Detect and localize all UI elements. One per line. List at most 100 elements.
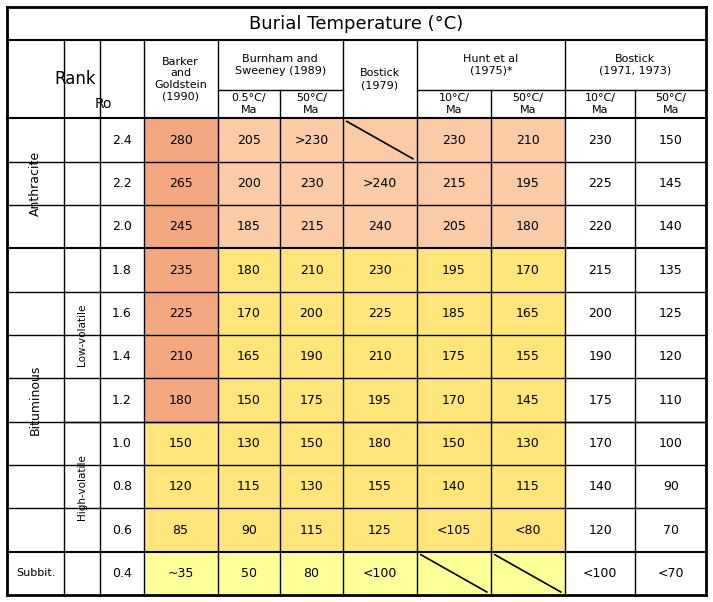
Bar: [343, 119, 417, 162]
Text: 0.8: 0.8: [112, 480, 132, 493]
Bar: [417, 421, 491, 465]
Bar: [417, 465, 491, 508]
Text: 235: 235: [169, 264, 193, 276]
Text: <70: <70: [657, 567, 684, 580]
Bar: [635, 292, 706, 335]
Text: Ro: Ro: [95, 97, 113, 111]
Text: 230: 230: [368, 264, 391, 276]
Text: 85: 85: [173, 524, 189, 536]
Bar: [417, 508, 491, 551]
Text: 180: 180: [237, 264, 261, 276]
Text: 2.4: 2.4: [112, 134, 132, 146]
Text: <100: <100: [363, 567, 397, 580]
Text: 200: 200: [588, 307, 612, 320]
Bar: [343, 379, 417, 421]
Text: 2.0: 2.0: [112, 220, 132, 233]
Bar: [143, 205, 217, 249]
Text: Bostick
(1979): Bostick (1979): [360, 69, 400, 90]
Text: 115: 115: [237, 480, 261, 493]
Text: 210: 210: [516, 134, 540, 146]
Bar: [417, 335, 491, 379]
Text: <105: <105: [436, 524, 471, 536]
Bar: [101, 335, 143, 379]
Bar: [143, 379, 217, 421]
Text: 120: 120: [659, 350, 682, 363]
Bar: [417, 162, 491, 205]
Text: High-volatile: High-volatile: [77, 454, 87, 520]
Text: 225: 225: [368, 307, 391, 320]
Text: <100: <100: [583, 567, 617, 580]
Bar: [635, 119, 706, 162]
Text: 1.8: 1.8: [112, 264, 132, 276]
Text: 150: 150: [659, 134, 682, 146]
Bar: [143, 508, 217, 551]
Bar: [565, 508, 635, 551]
Bar: [7, 40, 143, 119]
Bar: [280, 292, 343, 335]
Bar: [491, 421, 565, 465]
Text: 145: 145: [516, 394, 540, 406]
Text: Burial Temperature (°C): Burial Temperature (°C): [250, 14, 463, 33]
Bar: [217, 205, 280, 249]
Text: 90: 90: [663, 480, 679, 493]
Bar: [101, 249, 143, 292]
Bar: [280, 205, 343, 249]
Bar: [343, 249, 417, 292]
Bar: [280, 249, 343, 292]
Text: 170: 170: [442, 394, 466, 406]
Text: 120: 120: [169, 480, 193, 493]
Text: 150: 150: [169, 437, 193, 450]
Text: 130: 130: [237, 437, 261, 450]
Text: 175: 175: [299, 394, 324, 406]
Text: >230: >230: [294, 134, 329, 146]
Text: 120: 120: [588, 524, 612, 536]
Bar: [101, 119, 143, 162]
Bar: [143, 551, 217, 595]
Bar: [565, 249, 635, 292]
Text: 50°C/
Ma: 50°C/ Ma: [513, 93, 543, 115]
Bar: [217, 508, 280, 551]
Bar: [101, 508, 143, 551]
Bar: [280, 551, 343, 595]
Bar: [417, 292, 491, 335]
Bar: [143, 119, 217, 162]
Text: 150: 150: [442, 437, 466, 450]
Text: Subbit.: Subbit.: [16, 568, 55, 579]
Bar: [565, 551, 635, 595]
Bar: [143, 249, 217, 292]
Text: 220: 220: [588, 220, 612, 233]
Bar: [635, 551, 706, 595]
Text: 140: 140: [659, 220, 682, 233]
Bar: [64, 119, 101, 249]
Text: 225: 225: [169, 307, 193, 320]
Bar: [101, 421, 143, 465]
Bar: [143, 421, 217, 465]
Text: 180: 180: [516, 220, 540, 233]
Bar: [635, 205, 706, 249]
Text: 180: 180: [368, 437, 391, 450]
Bar: [217, 379, 280, 421]
Text: Rank: Rank: [54, 70, 96, 88]
Text: 140: 140: [588, 480, 612, 493]
Text: 2.2: 2.2: [112, 177, 132, 190]
Bar: [217, 551, 280, 595]
Bar: [417, 90, 491, 119]
Text: 190: 190: [588, 350, 612, 363]
Bar: [101, 379, 143, 421]
Text: 210: 210: [368, 350, 391, 363]
Bar: [143, 292, 217, 335]
Text: 50°C/
Ma: 50°C/ Ma: [296, 93, 327, 115]
Bar: [491, 162, 565, 205]
Bar: [343, 205, 417, 249]
Text: 115: 115: [299, 524, 324, 536]
Bar: [343, 40, 417, 119]
Bar: [635, 335, 706, 379]
Bar: [343, 292, 417, 335]
Bar: [217, 162, 280, 205]
Text: 185: 185: [237, 220, 261, 233]
Bar: [565, 421, 635, 465]
Bar: [64, 249, 101, 421]
Text: 230: 230: [299, 177, 324, 190]
Bar: [565, 465, 635, 508]
Text: 230: 230: [588, 134, 612, 146]
